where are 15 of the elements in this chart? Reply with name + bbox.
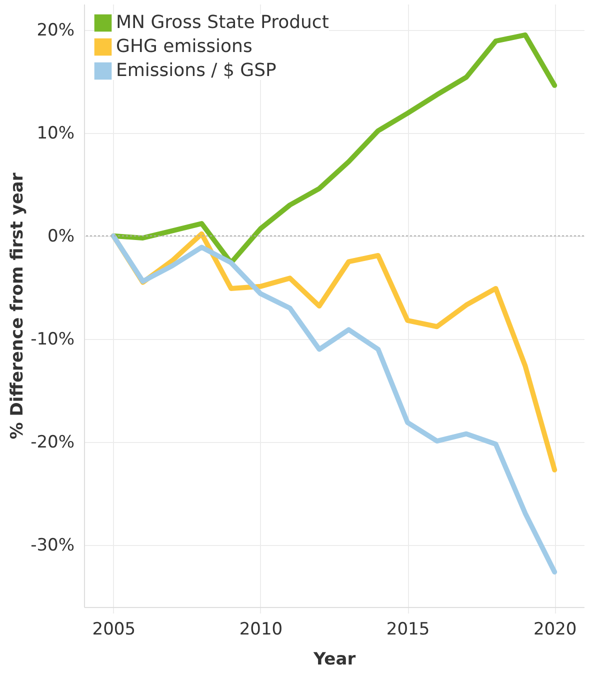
x-tick-label: 2010	[239, 620, 283, 640]
x-tick-label: 2005	[92, 620, 136, 640]
y-axis-title: % Difference from first year	[8, 172, 28, 440]
y-tick-label: -10%	[30, 330, 74, 350]
legend-label: GHG emissions	[116, 36, 252, 57]
x-tick-label: 2020	[533, 620, 577, 640]
legend-label: Emissions / $ GSP	[116, 60, 277, 81]
y-tick-label: -30%	[30, 536, 74, 556]
legend-label: MN Gross State Product	[116, 12, 329, 33]
y-tick-label: 10%	[36, 123, 74, 144]
y-tick-label: 20%	[36, 20, 74, 40]
x-axis-title: Year	[312, 650, 356, 670]
y-tick-label: -20%	[30, 432, 74, 453]
y-tick-label: 0%	[48, 226, 74, 246]
x-tick-label: 2015	[386, 620, 430, 640]
